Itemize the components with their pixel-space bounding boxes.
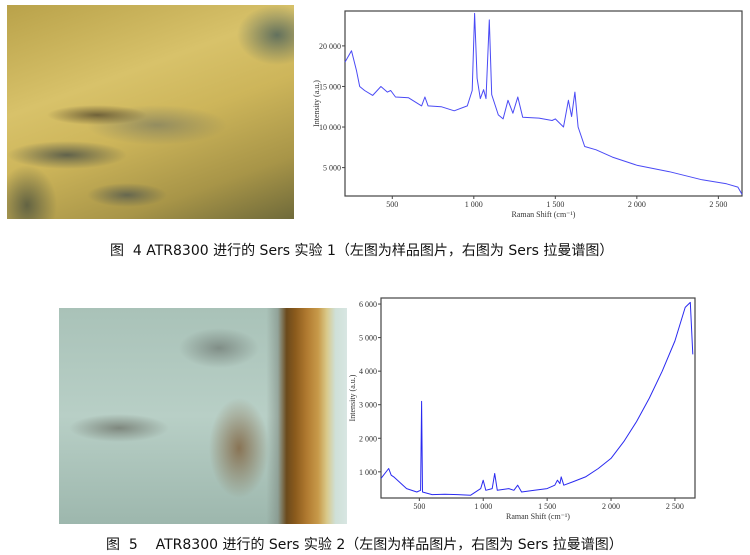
y-tick-label: 4 000 bbox=[359, 367, 377, 376]
y-axis-label: Intensity (a.u.) bbox=[312, 80, 321, 127]
figure-5-caption: 图 5 ATR8300 进行的 Sers 实验 2（左图为样品图片，右图为 Se… bbox=[106, 537, 623, 553]
y-tick-label: 5 000 bbox=[323, 164, 341, 173]
y-tick-label: 6 000 bbox=[359, 300, 377, 309]
y-tick-label: 5 000 bbox=[359, 334, 377, 343]
y-tick-label: 15 000 bbox=[319, 82, 341, 91]
x-tick-label: 2 000 bbox=[628, 200, 646, 209]
sample-photo-1 bbox=[7, 5, 294, 219]
figure-4-caption: 图 4 ATR8300 进行的 Sers 实验 1（左图为样品图片，右图为 Se… bbox=[110, 243, 614, 259]
sample-photo-2 bbox=[59, 308, 347, 524]
x-tick-label: 500 bbox=[386, 200, 398, 209]
x-tick-label: 500 bbox=[413, 502, 425, 511]
x-axis-label: Raman Shift (cm⁻¹) bbox=[506, 512, 570, 521]
spectrum-line bbox=[380, 301, 694, 496]
y-tick-label: 3 000 bbox=[359, 401, 377, 410]
y-tick-label: 2 000 bbox=[359, 434, 377, 443]
y-tick-label: 10 000 bbox=[319, 123, 341, 132]
x-tick-label: 2 500 bbox=[666, 502, 684, 511]
x-tick-label: 2 500 bbox=[709, 200, 727, 209]
x-axis-label: Raman Shift (cm⁻¹) bbox=[512, 210, 576, 219]
x-tick-label: 1 500 bbox=[538, 502, 556, 511]
y-axis-label: Intensity (a.u.) bbox=[348, 374, 357, 421]
plot-frame bbox=[344, 10, 743, 197]
x-tick-label: 2 000 bbox=[602, 502, 620, 511]
x-tick-label: 1 000 bbox=[474, 502, 492, 511]
plot-frame bbox=[380, 297, 696, 499]
y-tick-label: 1 000 bbox=[359, 468, 377, 477]
x-tick-label: 1 000 bbox=[465, 200, 483, 209]
x-tick-label: 1 500 bbox=[546, 200, 564, 209]
spectrum-line bbox=[344, 12, 743, 195]
y-tick-label: 20 000 bbox=[319, 42, 341, 51]
